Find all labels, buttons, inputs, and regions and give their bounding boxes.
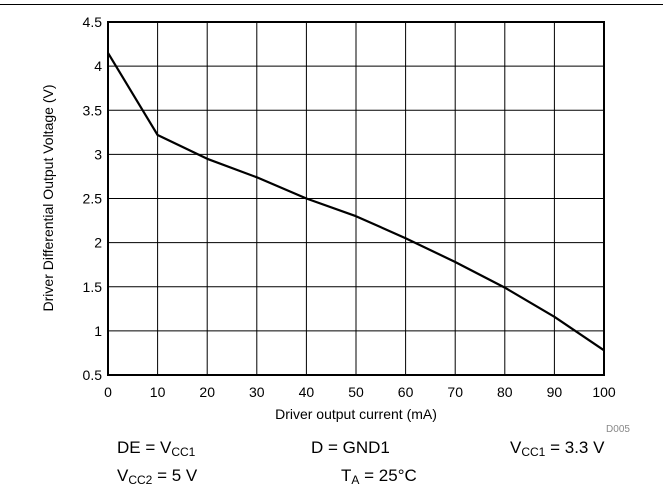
y-tick-label: 1 <box>94 323 102 339</box>
x-tick-label: 40 <box>299 384 315 400</box>
y-tick-label: 3.5 <box>83 102 103 118</box>
condition-ta: TA = 25°C <box>341 466 417 487</box>
chart: 0 10 20 30 40 50 60 70 80 90 100 0.5 1 1.5 2 2.5 3 3.5 4 4… <box>40 14 630 435</box>
x-axis-title: Driver output current (mA) <box>275 406 437 422</box>
x-tick-label: 90 <box>547 384 563 400</box>
x-tick-label: 0 <box>104 384 112 400</box>
y-axis-title: Driver Differential Output Voltage (V) <box>40 85 56 312</box>
x-tick-label: 20 <box>199 384 215 400</box>
condition-vcc2: VCC2 = 5 V <box>117 466 198 487</box>
y-tick-label: 1.5 <box>83 279 103 295</box>
figure-code: D005 <box>606 424 630 435</box>
series-line <box>107 52 605 352</box>
y-tick-label: 2 <box>94 235 102 251</box>
x-tick-label: 50 <box>348 384 364 400</box>
condition-d: D = GND1 <box>311 438 390 457</box>
x-tick-label: 100 <box>592 384 616 400</box>
top-rule <box>0 4 663 5</box>
y-axis-ticks: 0.5 1 1.5 2 2.5 3 3.5 4 4.5 <box>83 14 103 383</box>
x-axis-ticks: 0 10 20 30 40 50 60 70 80 90 100 <box>104 384 616 400</box>
y-tick-label: 2.5 <box>83 191 103 207</box>
condition-de: DE = VCC1 <box>117 438 196 459</box>
plot-frame <box>107 21 605 376</box>
x-tick-label: 60 <box>398 384 414 400</box>
condition-vcc1: VCC1 = 3.3 V <box>510 438 605 459</box>
x-tick-label: 10 <box>150 384 166 400</box>
x-tick-label: 30 <box>249 384 265 400</box>
x-tick-label: 80 <box>497 384 513 400</box>
y-tick-label: 4 <box>94 58 102 74</box>
y-tick-label: 0.5 <box>83 367 103 383</box>
y-tick-label: 4.5 <box>83 14 103 30</box>
x-tick-label: 70 <box>447 384 463 400</box>
y-tick-label: 3 <box>94 146 102 162</box>
grid <box>107 21 605 376</box>
